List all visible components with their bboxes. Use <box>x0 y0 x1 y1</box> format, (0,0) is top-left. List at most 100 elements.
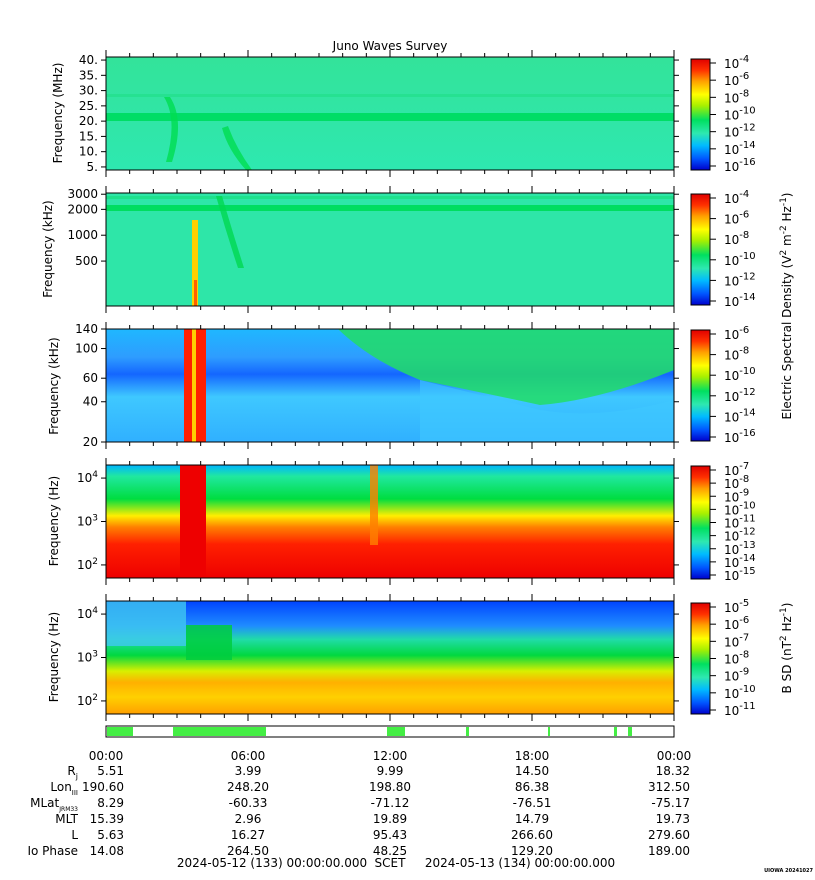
ephemeris-value: 2.96 <box>235 812 262 826</box>
colorbar-tick-label: 10-6 <box>724 615 749 632</box>
ephemeris-value: 48.25 <box>373 844 407 858</box>
panel-2-colorbar <box>690 193 711 306</box>
time-tick-label: 18:00 <box>515 749 550 763</box>
colorbar-tick-label: 10-14 <box>724 407 756 424</box>
y-tick-label: 30. <box>79 84 98 98</box>
y-tick-label: 3000 <box>67 187 98 201</box>
ephemeris-value: -60.33 <box>229 796 268 810</box>
y-tick-label: 2000 <box>67 202 98 216</box>
magnetic-label-part-3: ) <box>780 603 794 608</box>
panel-3-cyan-emission <box>420 380 674 442</box>
ephemeris-value: 8.29 <box>97 796 124 810</box>
mode-bar-segment <box>387 727 405 736</box>
ephemeris-value: 5.51 <box>97 764 124 778</box>
electric-label-sup-1: 2 <box>779 250 789 256</box>
ephemeris-value: 18.32 <box>656 764 690 778</box>
ephemeris-value: 15.39 <box>90 812 124 826</box>
electric-label-part-3: Hz <box>780 206 794 225</box>
time-axis-labels: 00:00 06:00 12:00 18:00 00:00 <box>89 749 692 763</box>
y-tick-label: 15. <box>79 129 98 143</box>
y-tick-label: 102 <box>77 693 98 708</box>
panel-5-burst <box>186 625 232 660</box>
ephemeris-label-sub: III <box>72 789 78 797</box>
panel-2-emission-arc <box>216 196 244 268</box>
y-tick-label: 40 <box>83 395 98 409</box>
ephemeris-label-main: Lon <box>50 780 71 794</box>
colorbar-tick-label: 10-11 <box>724 701 756 718</box>
mode-bar <box>105 725 675 738</box>
y-tick-label: 104 <box>77 606 98 621</box>
colorbar-tick-label: 10-14 <box>724 553 756 570</box>
ephemeris-value: 14.50 <box>515 764 549 778</box>
ephemeris-value: 14.79 <box>515 812 549 826</box>
colorbar-tick-label: 10-6 <box>724 71 749 88</box>
ephemeris-values: 5.51 3.99 9.99 14.50 18.32 190.60 248.20 198.80… <box>82 764 690 858</box>
magnetic-label-sup-2: -1 <box>779 607 789 616</box>
panel-2-burst <box>192 220 198 306</box>
colorbar-tick-label: 10-10 <box>724 106 756 123</box>
panel-3-yticks: 140 100 60 40 20 <box>75 322 679 449</box>
magnetic-label-part-2: Hz <box>780 616 794 635</box>
y-tick-label: 103 <box>77 650 98 665</box>
colorbar-tick-label: 10-13 <box>724 540 756 557</box>
ephemeris-value: 279.60 <box>648 828 690 842</box>
colorbar-tick-label: 10-10 <box>724 684 756 701</box>
footer-scet: SCET <box>375 856 407 870</box>
ephemeris-value: -71.12 <box>371 796 410 810</box>
panel-3-green-emission <box>338 329 674 405</box>
y-tick-label: 5. <box>87 160 98 174</box>
time-tick-label: 12:00 <box>373 749 408 763</box>
y-tick-label: 500 <box>75 254 98 268</box>
colorbar-tick-label: 10-14 <box>724 140 756 157</box>
ephemeris-value: 266.60 <box>511 828 553 842</box>
electric-colorbar-label: Electric Spectral Density (V2 m-2 Hz-1) <box>779 192 794 419</box>
chart-title: Juno Waves Survey <box>332 39 448 53</box>
ephemeris-value: 248.20 <box>227 780 269 794</box>
electric-label-part-4: ) <box>780 192 794 197</box>
colorbar-tick-label: 10-6 <box>724 210 749 227</box>
colorbar-tick-label: 10-10 <box>724 366 756 383</box>
panel-4-spike <box>370 465 378 545</box>
panel-5-yticks: 104 103 102 <box>77 606 679 708</box>
electric-label-part-1: Electric Spectral Density (V <box>780 255 794 420</box>
electric-label-part-2: m <box>780 234 794 250</box>
y-tick-label: 102 <box>77 557 98 572</box>
colorbar-tick-label: 10-14 <box>724 292 756 309</box>
time-tick-label: 00:00 <box>657 749 692 763</box>
panel-2-burst-core <box>194 280 197 306</box>
panel-4-colorbar-ticks: 10-710-810-910-1010-1110-1210-1310-1410-… <box>710 461 756 583</box>
mode-bar-segment <box>173 727 266 736</box>
panel-1-yticks: 40.35. 30.25.20.15. 10.5. <box>79 53 679 174</box>
colorbar-tick-label: 10-16 <box>724 157 756 174</box>
y-tick-label: 10. <box>79 145 98 159</box>
ephemeris-table: Rj LonIII MLatJRM33 MLT L Io Phase 5.51 3… <box>27 764 690 858</box>
panel-3-ylabel: Frequency (kHz) <box>47 337 61 434</box>
magnetic-label-sup-1: 2 <box>779 635 789 641</box>
y-tick-label: 100 <box>75 342 98 356</box>
ephemeris-value: 19.89 <box>373 812 407 826</box>
panel-4-burst <box>180 465 206 578</box>
y-tick-label: 20. <box>79 114 98 128</box>
colorbar-tick-label: 10-8 <box>724 474 749 491</box>
mode-bar-segment <box>548 727 550 736</box>
ephemeris-label-main: MLat <box>30 796 59 810</box>
ephemeris-value: 3.99 <box>235 764 262 778</box>
y-tick-label: 140 <box>75 322 98 336</box>
mode-bar-segment <box>628 727 632 736</box>
ephemeris-value: 189.00 <box>648 844 690 858</box>
ephemeris-value: -76.51 <box>513 796 552 810</box>
panel-2-band-top <box>106 196 674 199</box>
panel-5-ylabel: Frequency (Hz) <box>47 612 61 703</box>
y-tick-label: 60 <box>83 371 98 385</box>
colorbar-tick-label: 10-8 <box>724 230 749 247</box>
panel-1-band-21mhz <box>106 113 674 121</box>
y-tick-label: 104 <box>77 470 98 485</box>
colorbar-tick-label: 10-16 <box>724 428 756 445</box>
ephemeris-value: 16.27 <box>231 828 265 842</box>
